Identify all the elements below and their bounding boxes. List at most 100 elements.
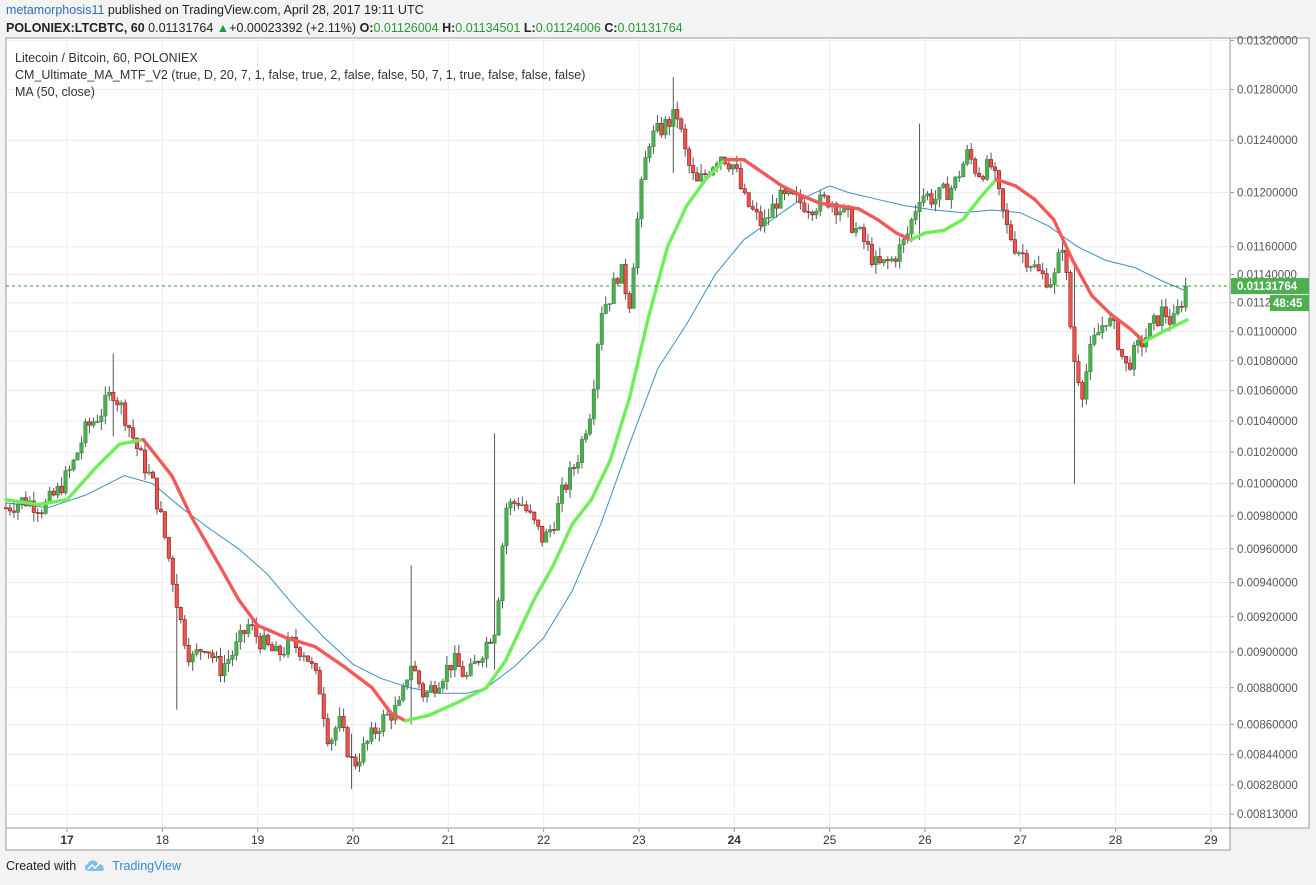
candle-body (1151, 315, 1156, 324)
tradingview-link[interactable]: TradingView (112, 859, 181, 873)
candle-body (409, 665, 414, 681)
candle-body (957, 176, 962, 179)
candle-body (1120, 349, 1125, 357)
candle-body (218, 655, 223, 677)
time-axis-labels: 17 18 19 20 21 22 23 24 25 26 27 28 29 (60, 828, 1218, 847)
candle-body (873, 256, 878, 266)
ultimate-ma-segment (780, 184, 803, 197)
candle-body (83, 421, 88, 444)
candle-body (186, 644, 191, 663)
candle-body (671, 109, 676, 127)
candle-body (881, 259, 886, 264)
candle-body (226, 659, 231, 664)
ma50-series (5, 185, 1188, 694)
grid (6, 38, 1230, 828)
candle-body (1056, 252, 1061, 274)
candle-body (349, 756, 354, 758)
candle-body (1100, 325, 1105, 333)
candle-body (1044, 273, 1049, 288)
high-label: H: (442, 21, 456, 35)
candle-body (401, 686, 406, 701)
candle-body (182, 619, 187, 646)
candle-body (1012, 239, 1017, 254)
ultimate-ma-segment (217, 563, 241, 602)
tradingview-cloud-icon (85, 860, 105, 871)
candle-body (571, 467, 576, 469)
candle-body (246, 624, 251, 634)
y-tick-label: 0.01020000 (1237, 447, 1298, 459)
x-tick-label: 24 (728, 833, 742, 847)
candle-body (917, 202, 922, 212)
ultimate-ma-segment (942, 217, 965, 232)
candle-body (31, 500, 36, 513)
ultimate-ma-segment (627, 315, 651, 400)
candle-body (1128, 362, 1133, 370)
candle-body (162, 511, 167, 538)
candle-body (782, 189, 787, 195)
ultimate-ma-segment (1013, 184, 1037, 201)
candle-body (71, 459, 76, 470)
ultimate-ma-segment (503, 597, 536, 663)
candle-body (1000, 188, 1005, 211)
candle-body (699, 173, 704, 182)
candle-body (1147, 323, 1152, 338)
candle-body (639, 179, 644, 220)
candle-body (834, 203, 839, 216)
candle-body (353, 756, 358, 767)
candle-body (933, 198, 938, 205)
candle-body (540, 525, 545, 543)
quote-line: POLONIEX:LTCBTC, 60 0.01131764 ▲+0.00023… (6, 21, 683, 35)
countdown-tag (1270, 295, 1309, 312)
candle-body (1155, 315, 1160, 326)
candle-body (1116, 320, 1121, 350)
ultimate-ma-segment (961, 193, 984, 222)
candle-body (329, 739, 334, 745)
ultimate-ma-segment (255, 623, 288, 640)
y-tick-label: 0.01080000 (1237, 356, 1298, 368)
candle-body (643, 157, 648, 180)
last-price: 0.01131764 (148, 21, 214, 35)
candle-body (687, 148, 692, 166)
candle-body (623, 264, 628, 295)
y-tick-label: 0.01160000 (1237, 242, 1297, 254)
ultimate-ma-segment (856, 206, 879, 222)
candle-body (945, 183, 950, 200)
candle-body (647, 146, 652, 158)
candle-body (214, 655, 219, 659)
candle-body (524, 504, 529, 512)
y-tick-label: 0.01100000 (1237, 327, 1297, 339)
chart-legend: Litecoin / Bitcoin, 60, POLONIEX CM_Ultim… (15, 51, 585, 99)
candle-body (973, 158, 978, 174)
candle-body (210, 652, 215, 659)
candle-body (51, 490, 56, 496)
high-value: 0.01134501 (455, 21, 521, 35)
y-tick-label: 0.01320000 (1237, 35, 1298, 47)
x-tick-label: 18 (156, 833, 170, 847)
candle-body (325, 718, 330, 745)
candle-body (826, 195, 831, 208)
candle-body (508, 501, 513, 509)
candle-body (1076, 361, 1081, 383)
candle-body (591, 388, 596, 420)
ultimate-ma-segment (994, 177, 1018, 188)
y-tick-label: 0.00940000 (1237, 577, 1298, 589)
ultimate-ma-segment (1142, 329, 1165, 344)
candle-body (75, 452, 80, 461)
countdown-tag-text: 48:45 (1273, 298, 1303, 310)
price-axis[interactable] (1229, 37, 1310, 829)
candle-body (250, 624, 255, 627)
time-axis[interactable] (5, 827, 1231, 851)
candle-body (178, 607, 183, 620)
candle-body (913, 211, 918, 220)
y-tick-label: 0.01000000 (1237, 479, 1298, 491)
candle-body (734, 164, 739, 169)
candle-body (150, 471, 155, 479)
author-link[interactable]: metamorphosis11 (6, 3, 105, 17)
candle-body (1167, 316, 1172, 325)
candle-body (301, 655, 306, 658)
candle-body (1036, 264, 1041, 272)
candle-body (119, 402, 124, 406)
candle-body (361, 743, 366, 763)
candle-body (15, 503, 20, 513)
